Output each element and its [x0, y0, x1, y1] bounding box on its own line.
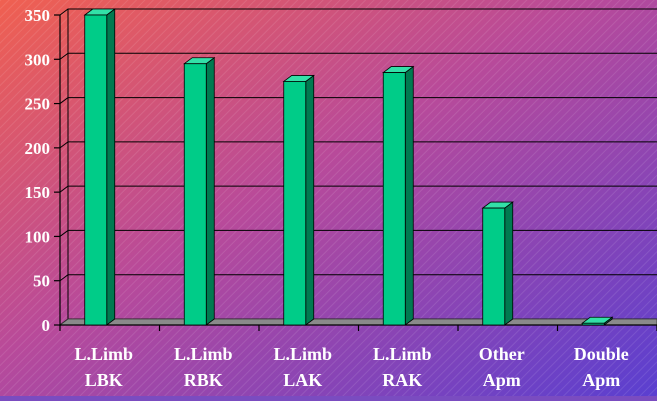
bar-side-face — [206, 58, 214, 325]
x-category-label: Other — [479, 344, 525, 364]
y-tick-label: 50 — [33, 272, 50, 291]
bar-side-face — [306, 75, 314, 325]
x-category-label: LAK — [283, 370, 322, 390]
bar — [483, 202, 513, 325]
bar-front-face — [483, 208, 505, 325]
bar-front-face — [383, 73, 405, 325]
bar-side-face — [505, 202, 513, 325]
chart-floor — [60, 319, 657, 325]
y-tick-label: 300 — [25, 50, 51, 69]
x-category-label: RAK — [382, 370, 422, 390]
bar-front-face — [284, 81, 306, 325]
x-category-label: L.Limb — [373, 344, 432, 364]
bar-side-face — [107, 9, 115, 325]
x-category-label: LBK — [85, 370, 123, 390]
bar — [383, 67, 413, 325]
bar-front-face — [85, 15, 107, 325]
x-category-label: Apm — [483, 370, 521, 390]
x-category-label: L.Limb — [74, 344, 133, 364]
x-category-label: L.Limb — [174, 344, 233, 364]
x-category-label: Apm — [582, 370, 620, 390]
x-category-label: Double — [574, 344, 629, 364]
y-tick-label: 0 — [42, 316, 51, 335]
bar-side-face — [405, 67, 413, 325]
x-category-label: RBK — [184, 370, 223, 390]
bar-front-face — [582, 323, 604, 325]
y-tick-label: 250 — [25, 95, 51, 114]
y-tick-label: 150 — [25, 183, 51, 202]
y-tick-label: 350 — [25, 6, 51, 25]
bar — [85, 9, 115, 325]
bar — [284, 75, 314, 325]
bar — [184, 58, 214, 325]
bar-front-face — [184, 64, 206, 325]
floor-plane — [60, 319, 657, 325]
y-tick-label: 200 — [25, 139, 51, 158]
x-category-label: L.Limb — [273, 344, 332, 364]
y-tick-label: 100 — [25, 227, 51, 246]
